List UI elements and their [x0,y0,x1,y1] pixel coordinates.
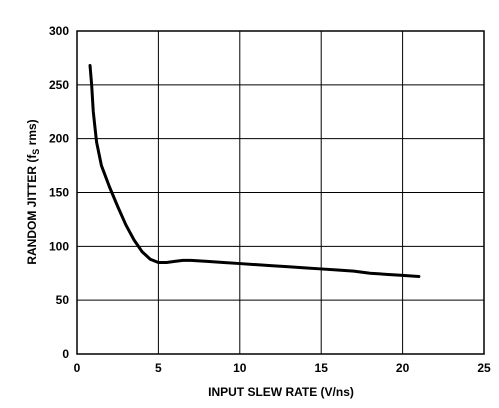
y-tick-label: 150 [49,186,69,200]
x-tick-label: 5 [155,361,162,375]
series-layer [88,63,421,278]
y-tick-label: 50 [56,293,70,307]
y-axis-label: RANDOM JITTER (fS rms) [25,119,41,264]
grid [77,31,484,354]
x-tick-label: 20 [396,361,410,375]
x-tick-label: 15 [315,361,329,375]
x-tick-label: 10 [233,361,247,375]
y-tick-label: 300 [49,24,69,38]
y-tick-label: 200 [49,132,69,146]
y-axis-label-tail: rms) [25,119,39,148]
x-axis-label: INPUT SLEW RATE (V/ns) [208,385,354,399]
y-axis-label-main: RANDOM JITTER (f [25,154,39,265]
plot-frame [76,30,485,355]
x-tick-label: 25 [477,361,491,375]
y-tick-label: 0 [62,347,69,361]
y-tick-label: 100 [49,239,69,253]
y-axis-label-sub: S [31,149,41,155]
y-tick-label: 250 [49,78,69,92]
jitter-series-line [88,63,421,278]
x-tick-label: 0 [74,361,81,375]
